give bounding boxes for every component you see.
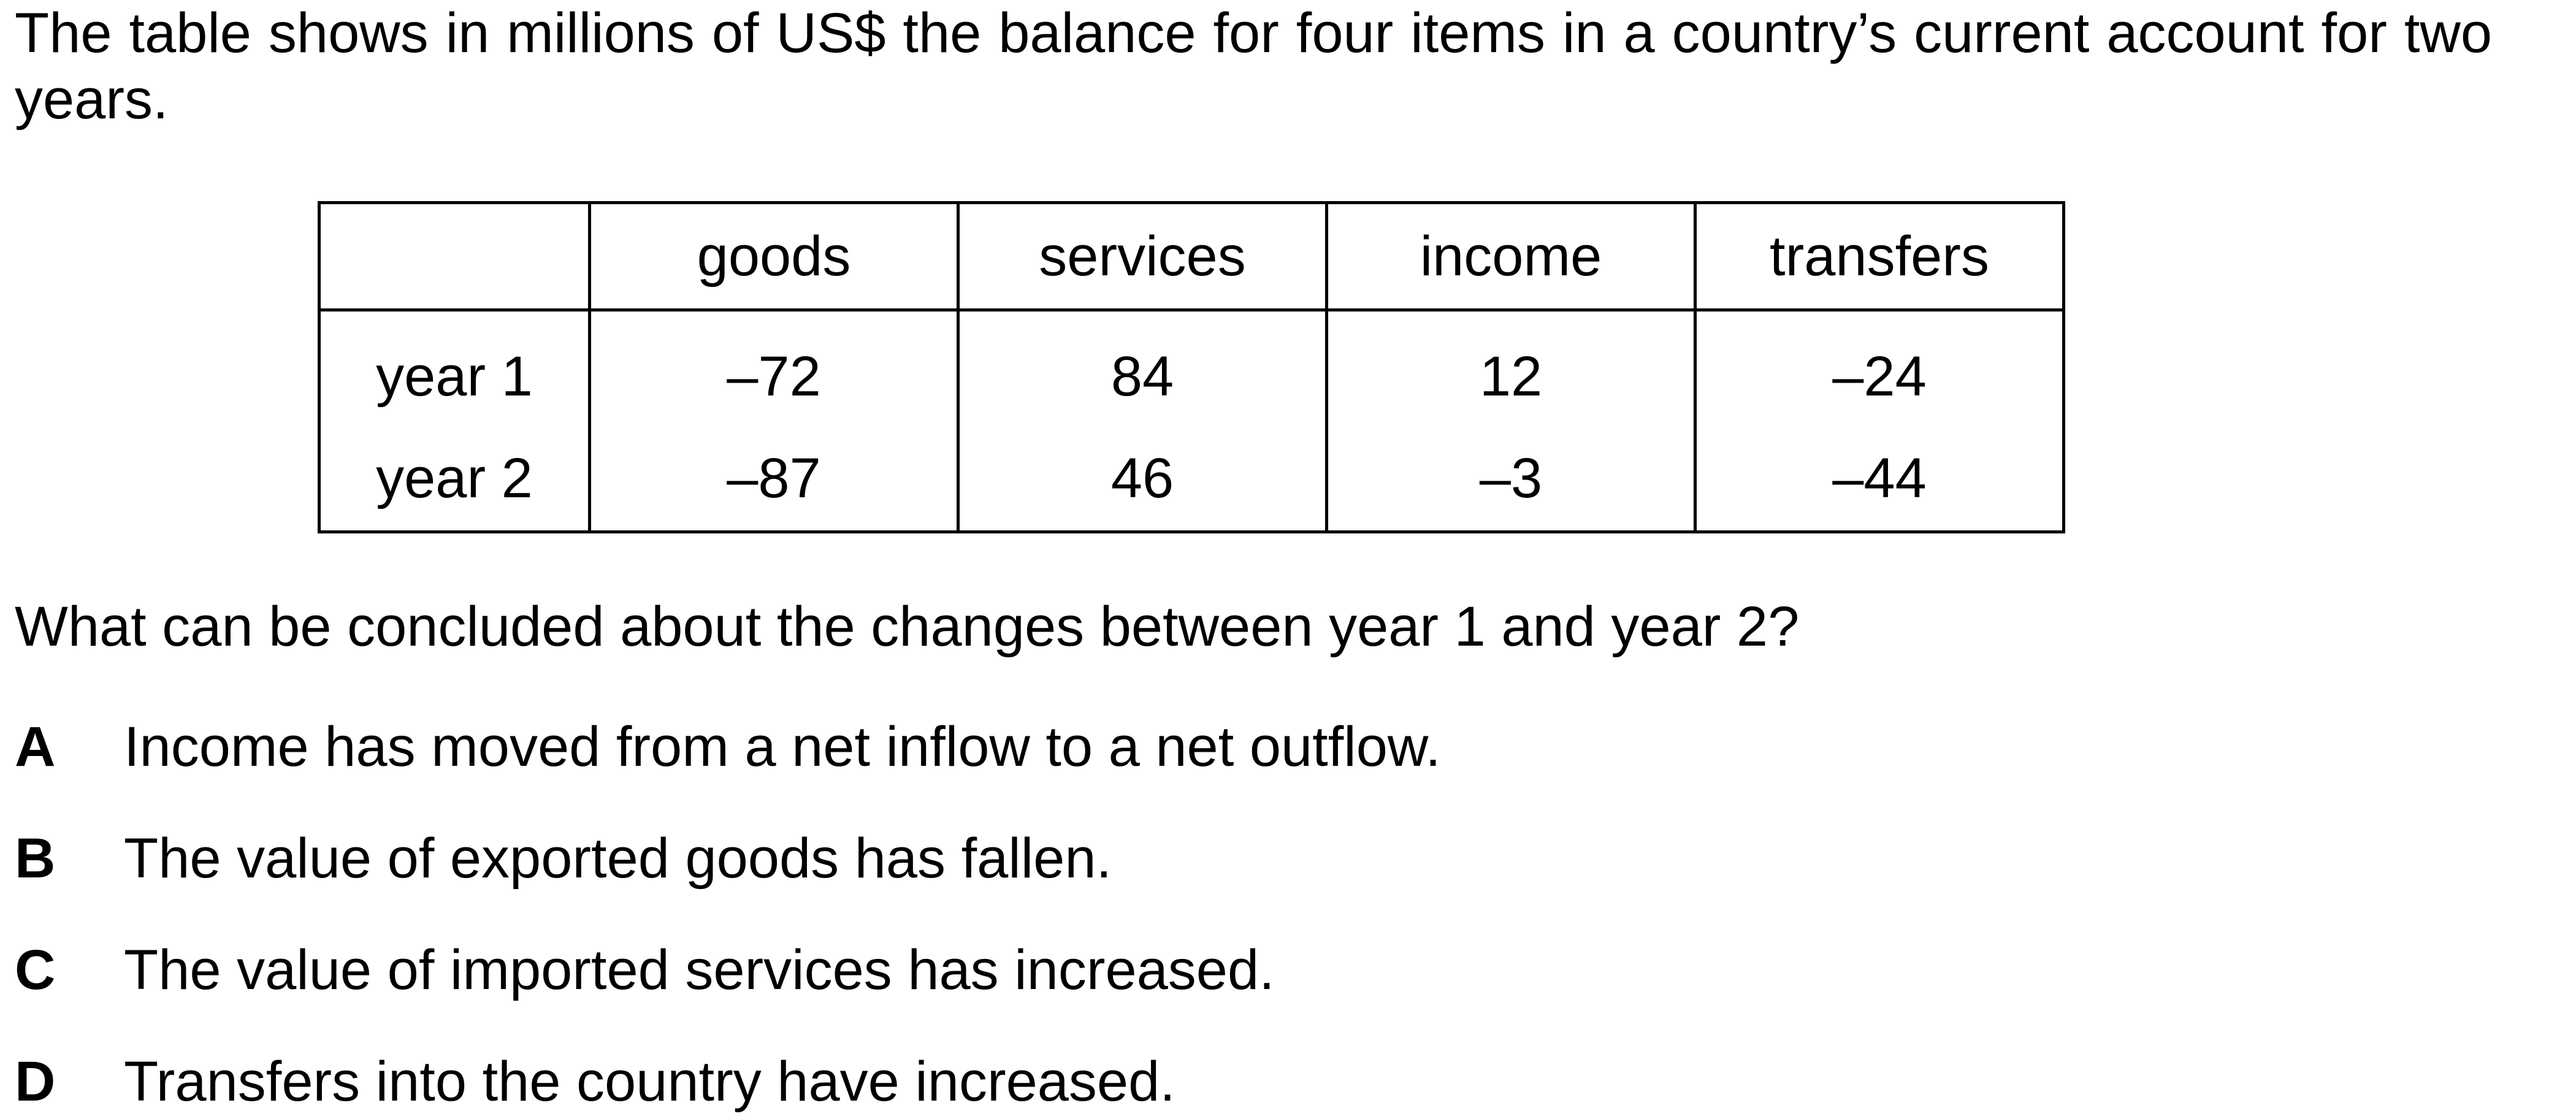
option-text: Transfers into the country have increase… bbox=[124, 1050, 1175, 1113]
option-text: The value of exported goods has fallen. bbox=[124, 827, 1112, 890]
current-account-table: goods services income transfers year 1 –… bbox=[318, 201, 2065, 533]
table-cell: –24 bbox=[1694, 310, 2065, 441]
cell-text: –44 bbox=[1832, 447, 1927, 510]
table-cell: –87 bbox=[588, 441, 960, 533]
table-cell: 46 bbox=[957, 441, 1328, 533]
cell-text: year 2 bbox=[376, 447, 533, 510]
header-cell-income: income bbox=[1325, 201, 1697, 311]
option-letter: C bbox=[15, 939, 56, 1001]
option-letter: A bbox=[15, 716, 56, 778]
question-intro: The table shows in millions of US$ the b… bbox=[15, 2, 2492, 131]
table-cell: 12 bbox=[1325, 310, 1697, 441]
option-letter: B bbox=[15, 827, 56, 890]
cell-text: –87 bbox=[727, 447, 821, 510]
cell-text: 46 bbox=[1110, 447, 1174, 510]
cell-text: –3 bbox=[1479, 447, 1543, 510]
header-cell-empty bbox=[318, 201, 591, 311]
header-cell-transfers: transfers bbox=[1694, 201, 2065, 311]
answer-option-d[interactable]: D Transfers into the country have increas… bbox=[15, 1048, 1175, 1115]
answer-option-c[interactable]: C The value of imported services has incr… bbox=[15, 937, 1275, 1003]
header-cell-goods: goods bbox=[588, 201, 960, 311]
table-cell: –72 bbox=[588, 310, 960, 441]
table-row: year 1 –72 84 12 –24 bbox=[318, 310, 2065, 441]
row-label-cell: year 1 bbox=[318, 310, 591, 441]
table-cell: –44 bbox=[1694, 441, 2065, 533]
table-cell: –3 bbox=[1325, 441, 1697, 533]
row-label-cell: year 2 bbox=[318, 441, 591, 533]
table-row: year 2 –87 46 –3 –44 bbox=[318, 441, 2065, 533]
table-cell: 84 bbox=[957, 310, 1328, 441]
answer-option-a[interactable]: A Income has moved from a net inflow to a… bbox=[15, 714, 1441, 780]
table-header-row: goods services income transfers bbox=[318, 201, 2065, 311]
question-text: What can be concluded about the changes … bbox=[15, 595, 1800, 658]
option-letter: D bbox=[15, 1050, 56, 1113]
answer-option-b[interactable]: B The value of exported goods has fallen. bbox=[15, 825, 1112, 892]
option-text: The value of imported services has incre… bbox=[124, 939, 1275, 1001]
header-cell-services: services bbox=[957, 201, 1328, 311]
option-text: Income has moved from a net inflow to a … bbox=[124, 716, 1441, 778]
